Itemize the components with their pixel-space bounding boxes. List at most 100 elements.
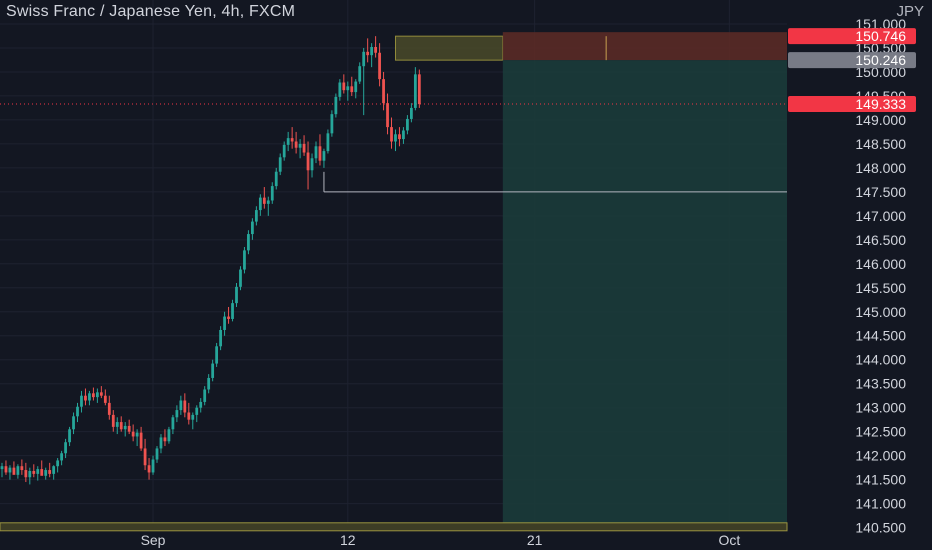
candle bbox=[163, 437, 167, 442]
x-tick-label: Oct bbox=[718, 532, 740, 548]
candle bbox=[318, 146, 322, 161]
candle bbox=[262, 197, 266, 204]
candle bbox=[326, 133, 330, 152]
candle bbox=[398, 134, 401, 140]
candle bbox=[406, 118, 409, 131]
candle bbox=[350, 86, 354, 93]
y-tick-label: 142.000 bbox=[855, 448, 906, 464]
current-price-label-bg bbox=[788, 95, 916, 112]
candle bbox=[32, 471, 36, 474]
candle bbox=[28, 471, 32, 478]
y-tick-label: 144.000 bbox=[855, 352, 906, 368]
candle bbox=[167, 429, 171, 442]
candle bbox=[88, 393, 91, 401]
candle bbox=[0, 466, 4, 470]
candle bbox=[56, 460, 60, 467]
bottom-band bbox=[0, 522, 788, 532]
candle bbox=[286, 138, 290, 145]
candle bbox=[92, 393, 95, 398]
candle bbox=[215, 346, 219, 364]
currency-label: JPY bbox=[896, 3, 924, 20]
candle bbox=[338, 82, 342, 97]
candle bbox=[378, 52, 381, 80]
candle bbox=[115, 422, 119, 427]
candle bbox=[417, 74, 421, 105]
candle bbox=[310, 158, 314, 171]
candle bbox=[99, 392, 103, 396]
candle bbox=[44, 470, 48, 476]
candle bbox=[24, 470, 28, 478]
y-tick-label: 147.000 bbox=[855, 208, 906, 224]
candle bbox=[36, 469, 40, 474]
candle bbox=[20, 466, 24, 471]
candle bbox=[211, 363, 215, 378]
candle bbox=[151, 459, 155, 473]
candle bbox=[409, 107, 413, 119]
candle bbox=[274, 171, 278, 187]
candle bbox=[330, 114, 334, 134]
candle bbox=[402, 130, 405, 140]
candle bbox=[155, 448, 159, 460]
candle bbox=[235, 286, 238, 304]
candle bbox=[382, 79, 385, 104]
candle bbox=[354, 81, 358, 93]
candle bbox=[4, 466, 8, 473]
y-tick-label: 149.000 bbox=[855, 112, 906, 128]
candle bbox=[278, 157, 282, 172]
candle bbox=[147, 465, 151, 473]
candle bbox=[294, 141, 298, 148]
candle bbox=[123, 425, 127, 430]
candle bbox=[370, 47, 374, 56]
candle bbox=[342, 82, 346, 91]
y-tick-label: 146.500 bbox=[855, 232, 906, 248]
x-tick-label: Sep bbox=[141, 532, 166, 548]
candle bbox=[159, 437, 163, 449]
candle bbox=[103, 395, 107, 403]
y-tick-label: 144.500 bbox=[855, 328, 906, 344]
candle bbox=[298, 143, 302, 148]
candle bbox=[175, 410, 179, 418]
y-tick-label: 151.000 bbox=[855, 16, 906, 32]
candle bbox=[243, 250, 246, 270]
candle bbox=[179, 400, 183, 411]
candle bbox=[48, 470, 52, 474]
y-tick-label: 142.500 bbox=[855, 424, 906, 440]
candle bbox=[107, 402, 111, 415]
candle bbox=[266, 200, 270, 204]
candle bbox=[199, 401, 203, 408]
x-tick-label: 21 bbox=[527, 532, 543, 548]
candle bbox=[254, 210, 258, 222]
stop-price-label: 150.746 bbox=[855, 28, 906, 44]
candle bbox=[95, 392, 99, 398]
candle bbox=[223, 316, 226, 330]
candle bbox=[64, 442, 67, 454]
candle bbox=[72, 416, 75, 430]
y-tick-label: 147.500 bbox=[855, 184, 906, 200]
current-price-label: 149.333 bbox=[855, 96, 906, 112]
candle bbox=[346, 86, 350, 91]
y-tick-label: 145.500 bbox=[855, 280, 906, 296]
candle bbox=[203, 389, 207, 402]
candle bbox=[270, 186, 274, 201]
x-tick-label: 12 bbox=[340, 532, 356, 548]
candle bbox=[227, 316, 230, 319]
entry-price-label-bg bbox=[788, 52, 916, 69]
candle bbox=[390, 127, 393, 142]
candle bbox=[8, 467, 12, 473]
candle bbox=[247, 234, 250, 251]
candle bbox=[135, 432, 139, 437]
candle bbox=[231, 303, 234, 319]
candle bbox=[282, 144, 286, 158]
candle bbox=[60, 453, 63, 461]
candle bbox=[314, 146, 318, 159]
candle bbox=[334, 96, 338, 115]
candle bbox=[40, 469, 44, 476]
y-tick-label: 141.000 bbox=[855, 496, 906, 512]
y-tick-label: 143.500 bbox=[855, 376, 906, 392]
candle bbox=[84, 395, 87, 401]
candle bbox=[80, 395, 83, 407]
y-tick-label: 140.500 bbox=[855, 520, 906, 536]
candle bbox=[195, 407, 199, 415]
